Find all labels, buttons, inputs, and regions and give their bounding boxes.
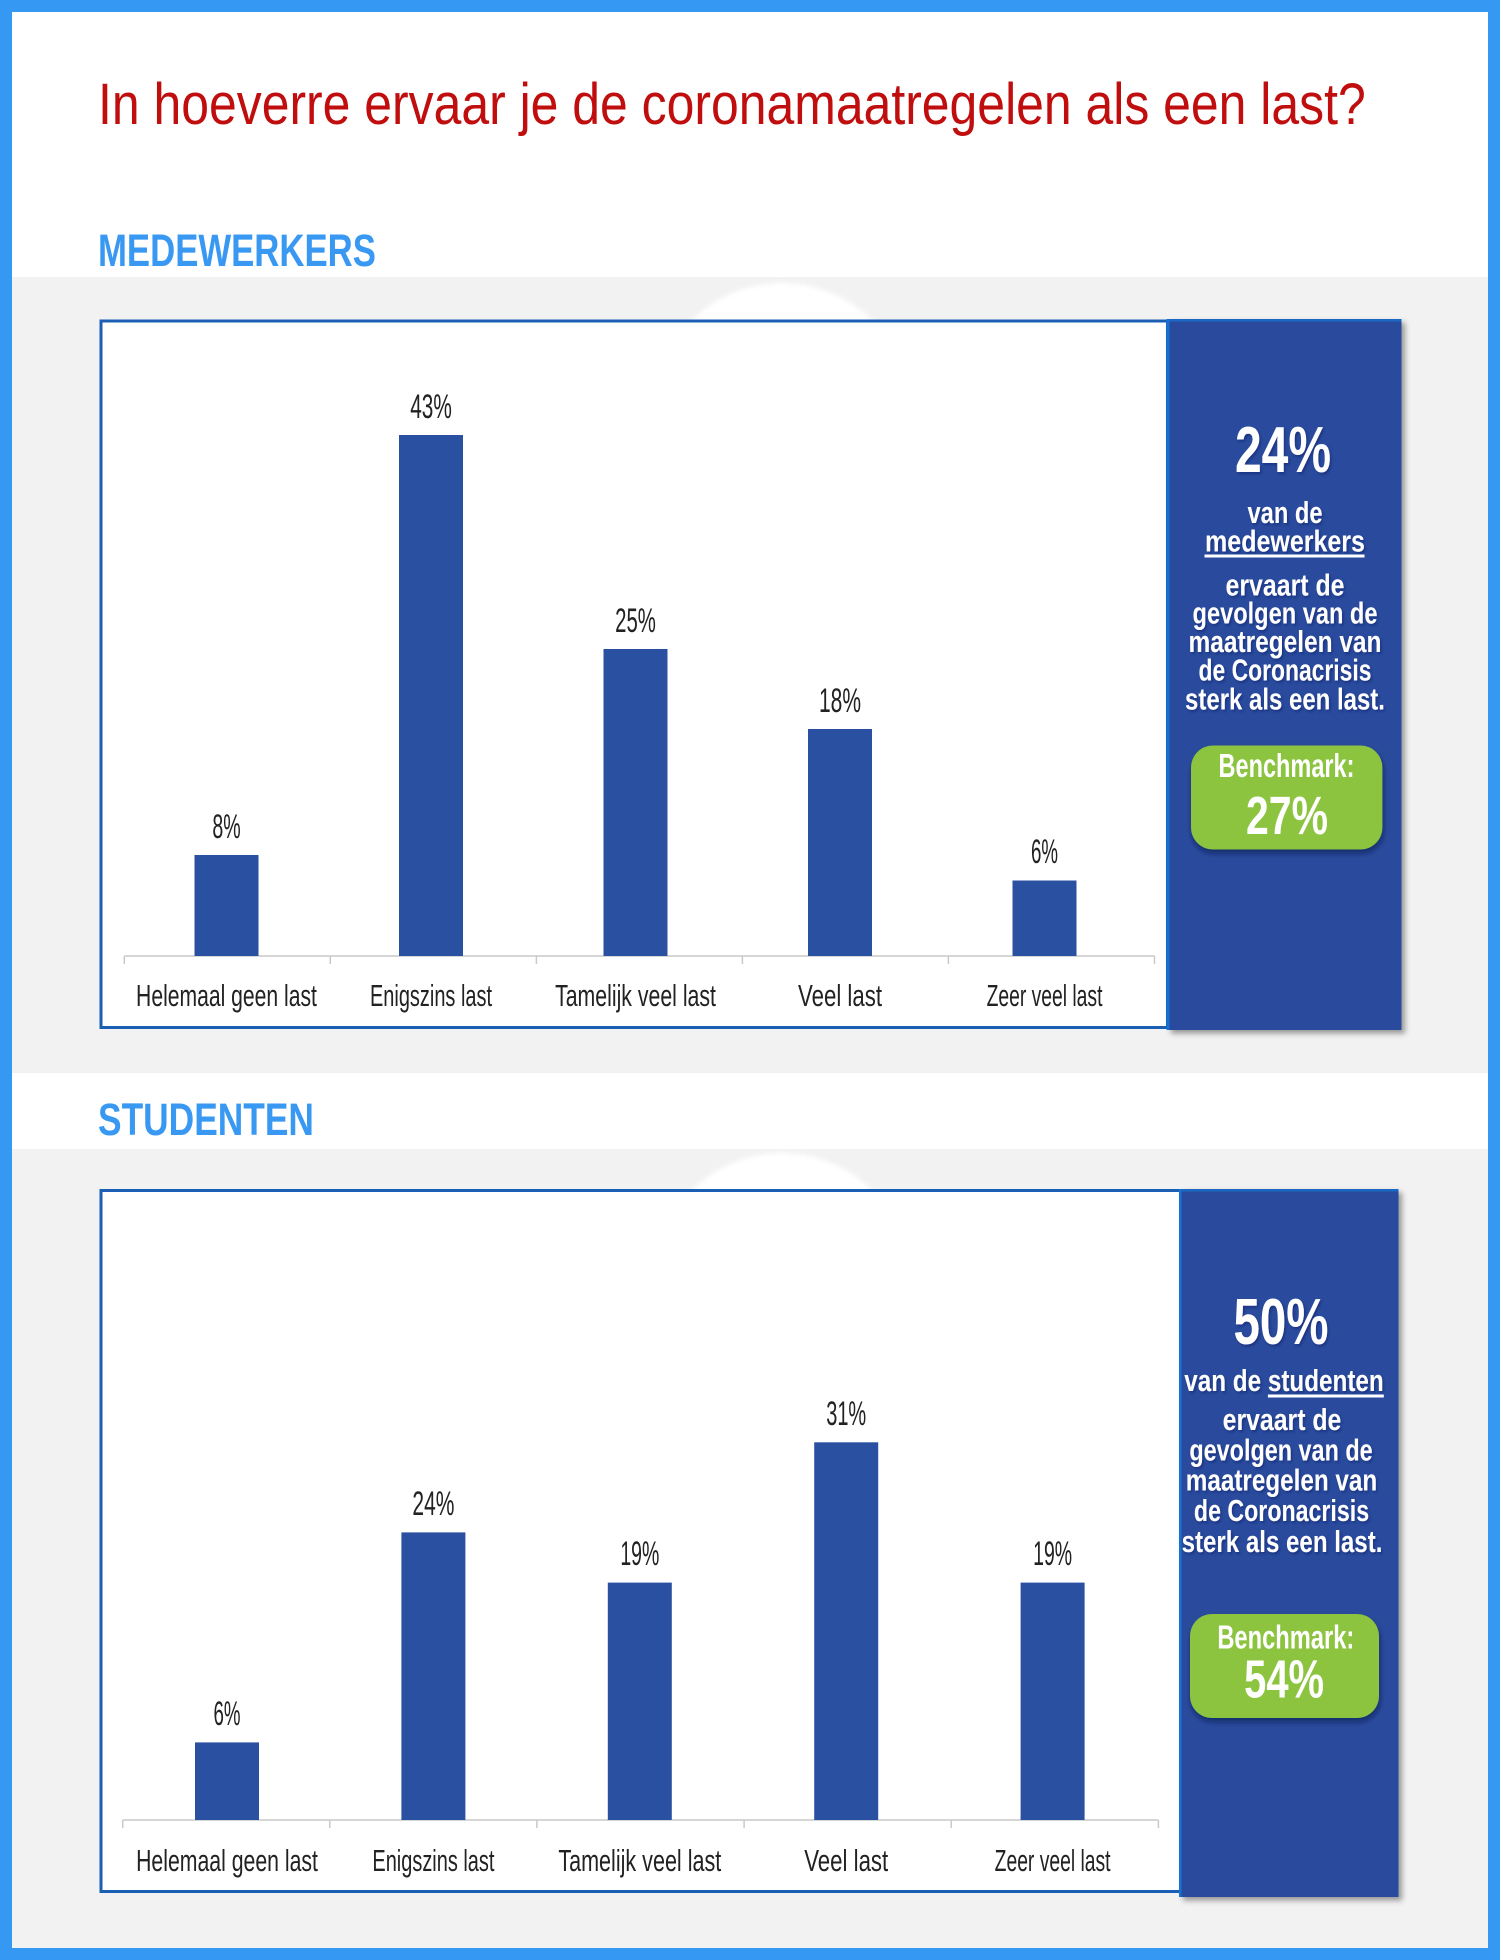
svg-text:maatregelen van: maatregelen van (1186, 1463, 1377, 1498)
svg-text:van de: van de (1248, 495, 1323, 530)
svg-text:Zeer veel last: Zeer veel last (995, 1845, 1111, 1879)
svg-text:Benchmark:: Benchmark: (1219, 748, 1355, 785)
svg-text:6%: 6% (214, 1694, 241, 1732)
svg-text:Helemaal geen last: Helemaal geen last (136, 1843, 318, 1878)
svg-text:24%: 24% (412, 1484, 454, 1523)
svg-text:25%: 25% (615, 602, 656, 640)
svg-text:8%: 8% (212, 807, 240, 845)
svg-text:19%: 19% (1033, 1534, 1072, 1572)
svg-text:ervaart de: ervaart de (1226, 568, 1345, 602)
svg-text:Enigszins last: Enigszins last (372, 1842, 495, 1878)
svg-text:Enigszins last: Enigszins last (370, 977, 493, 1013)
svg-text:24%: 24% (1235, 414, 1331, 487)
svg-text:50%: 50% (1234, 1286, 1329, 1359)
svg-text:de Coronacrisis: de Coronacrisis (1199, 652, 1372, 687)
svg-text:ervaart de: ervaart de (1223, 1402, 1342, 1436)
svg-text:18%: 18% (819, 681, 861, 720)
svg-text:medewerkers: medewerkers (1205, 523, 1365, 558)
svg-text:Zeer veel last: Zeer veel last (987, 980, 1103, 1014)
svg-text:43%: 43% (410, 387, 452, 426)
svg-text:STUDENTEN: STUDENTEN (98, 1094, 314, 1145)
svg-text:Helemaal geen last: Helemaal geen last (136, 978, 317, 1013)
svg-text:Tamelijk veel last: Tamelijk veel last (558, 1843, 721, 1878)
svg-text:sterk als een last.: sterk als een last. (1182, 1524, 1383, 1559)
svg-text:Benchmark:: Benchmark: (1217, 1620, 1354, 1657)
svg-text:MEDEWERKERS: MEDEWERKERS (98, 226, 376, 276)
svg-text:Veel last: Veel last (804, 1843, 888, 1877)
svg-text:Tamelijk veel last: Tamelijk veel last (555, 978, 716, 1013)
svg-text:Veel last: Veel last (798, 978, 882, 1012)
svg-text:27%: 27% (1246, 787, 1328, 847)
svg-text:19%: 19% (620, 1534, 659, 1572)
svg-text:sterk als een last.: sterk als een last. (1185, 682, 1385, 717)
svg-text:6%: 6% (1031, 832, 1058, 870)
svg-text:gevolgen van de: gevolgen van de (1193, 595, 1378, 630)
svg-text:In hoeverre ervaar je de coron: In hoeverre ervaar je de coronamaatregel… (98, 73, 1366, 137)
svg-text:31%: 31% (826, 1394, 866, 1432)
svg-text:maatregelen van: maatregelen van (1189, 624, 1382, 658)
svg-text:de Coronacrisis: de Coronacrisis (1194, 1493, 1369, 1528)
svg-text:gevolgen van de: gevolgen van de (1189, 1432, 1372, 1467)
svg-text:van de studenten: van de studenten (1184, 1363, 1383, 1398)
svg-text:54%: 54% (1244, 1650, 1324, 1710)
